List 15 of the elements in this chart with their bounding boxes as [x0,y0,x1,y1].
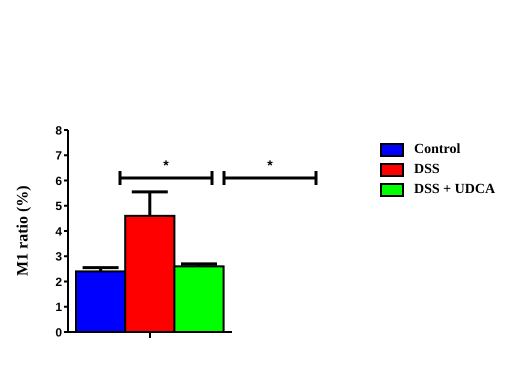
y-tick-label: 0 [55,325,62,340]
y-tick-label: 1 [55,300,62,314]
y-tick-label: 8 [55,123,62,138]
y-tick-label: 5 [55,199,62,214]
y-tick-label: 2 [55,274,62,289]
y-tick-label: 7 [55,148,62,163]
legend-label: DSS [413,161,441,179]
legend-label: Control [413,141,462,159]
legend-label: DSS + UDCA [413,181,496,199]
text: * [267,157,274,173]
y-tick-label: 4 [55,224,62,238]
y-axis-title: M1 ratio (%) [14,185,32,276]
y-tick-label: 6 [55,174,62,188]
annotation: * [163,157,170,173]
y-tick-label: 3 [55,250,62,264]
